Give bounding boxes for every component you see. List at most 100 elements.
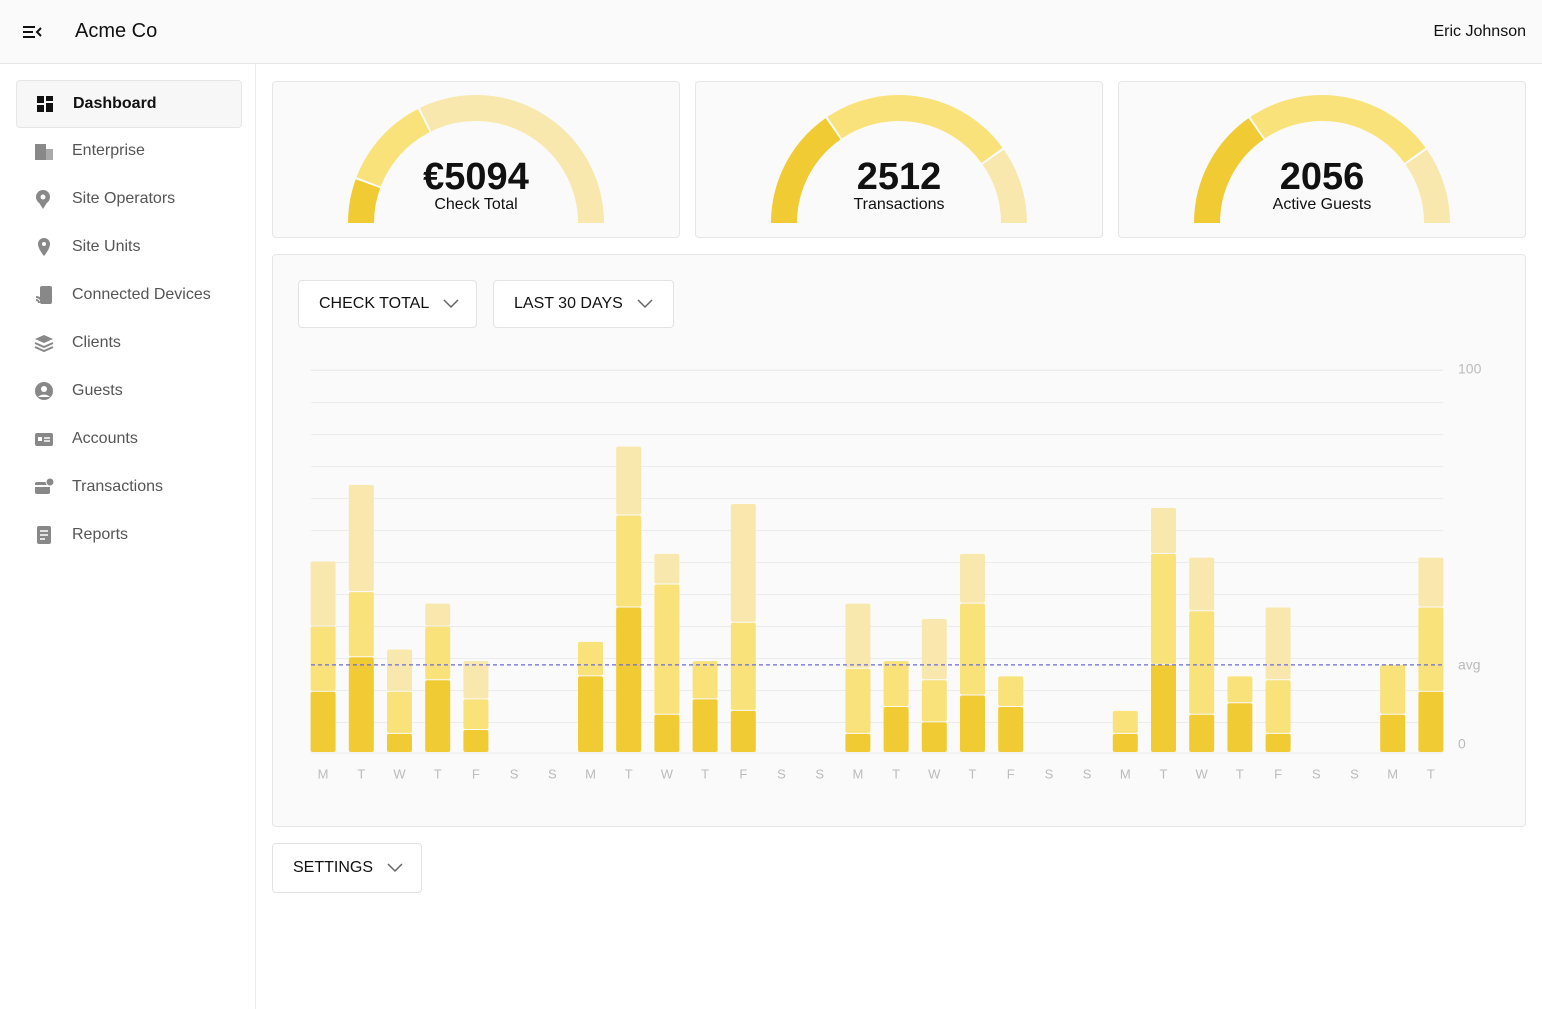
x-tick-label: S <box>1045 766 1054 781</box>
nav-item[interactable]: Site Operators <box>16 176 240 222</box>
bar-segment <box>463 699 489 730</box>
nav-item[interactable]: Enterprise <box>16 128 240 174</box>
bar-segment <box>1418 607 1444 691</box>
nav-item[interactable]: Reports <box>16 512 240 558</box>
nav-item[interactable]: Accounts <box>16 416 240 462</box>
nav-icon <box>37 526 51 544</box>
bar-segment <box>463 661 489 699</box>
nav-label: Enterprise <box>72 142 145 159</box>
chart-panel: CHECK TOTAL LAST 30 DAYS 0 100 M T W T F S S M T W T… <box>272 254 1526 827</box>
x-tick-label: M <box>318 766 329 781</box>
bar-segment <box>387 691 412 733</box>
bar-segment <box>1151 507 1176 553</box>
nav-icon <box>35 144 53 160</box>
bar-segment <box>348 484 374 592</box>
bar-segment <box>1380 664 1406 714</box>
kpi-card: 2056 Active Guests <box>1118 81 1526 238</box>
bar-segment <box>730 622 756 710</box>
bar-segment <box>1151 553 1176 664</box>
metric-dropdown[interactable]: CHECK TOTAL <box>298 280 477 328</box>
bar-segment <box>845 733 871 752</box>
range-dropdown[interactable]: LAST 30 DAYS <box>493 280 674 328</box>
bar-segment <box>1265 607 1291 680</box>
gauge <box>348 95 604 224</box>
gauge-segment <box>1250 95 1426 164</box>
x-tick-label: T <box>1160 766 1168 781</box>
bar-segment <box>425 626 451 680</box>
y-tick-label: 0 <box>1458 736 1466 752</box>
bar-segment <box>1265 733 1291 752</box>
x-tick-label: T <box>892 766 900 781</box>
nav-item[interactable]: Site Units <box>16 224 240 270</box>
nav-icon <box>35 477 54 494</box>
bar-segment <box>883 707 909 752</box>
x-tick-label: T <box>357 766 365 781</box>
nav-icon <box>38 238 50 256</box>
nav-label: Reports <box>72 526 129 543</box>
x-tick-label: S <box>548 766 557 781</box>
nav-label: Connected Devices <box>72 286 211 303</box>
kpi-card: 2512 Transactions <box>695 81 1103 238</box>
nav-item[interactable]: Transactions <box>16 464 240 510</box>
bar-segment <box>960 553 985 603</box>
kpi-value: €5094 <box>423 156 529 198</box>
avg-label: avg <box>1458 657 1481 673</box>
nav-label: Dashboard <box>73 95 157 112</box>
nav-item[interactable]: Dashboard <box>16 80 242 128</box>
bar-segment <box>616 515 642 607</box>
bar-segment <box>1227 676 1253 703</box>
gauge-segment <box>1194 118 1264 224</box>
bar-segment <box>960 603 985 695</box>
bar-segment <box>578 676 603 752</box>
nav-icon <box>36 190 50 209</box>
bar-segment <box>998 707 1024 752</box>
dropdown-label: SETTINGS <box>293 859 374 876</box>
x-tick-label: F <box>472 766 480 781</box>
x-tick-label: F <box>739 766 747 781</box>
bar-segment <box>387 733 412 752</box>
bar-segment <box>310 561 336 626</box>
y-tick-label: 100 <box>1458 361 1482 377</box>
menu-toggle[interactable] <box>22 24 42 40</box>
x-tick-label: T <box>969 766 977 781</box>
bar-segment <box>425 603 451 626</box>
x-tick-label: W <box>393 766 406 781</box>
nav-item[interactable]: Guests <box>16 368 240 414</box>
kpi-value: 2056 <box>1279 156 1365 198</box>
x-tick-label: T <box>625 766 633 781</box>
kpi-label: Active Guests <box>1272 196 1372 213</box>
gauge-segment <box>982 149 1027 224</box>
kpi-card: €5094 Check Total <box>272 81 680 238</box>
user-name[interactable]: Eric Johnson <box>1433 23 1527 40</box>
nav-item[interactable]: Clients <box>16 320 240 366</box>
nav-item[interactable]: Connected Devices <box>16 272 240 318</box>
x-tick-label: M <box>852 766 863 781</box>
bar-segment <box>1189 611 1215 714</box>
x-tick-label: T <box>701 766 709 781</box>
x-tick-label: T <box>1427 766 1435 781</box>
nav-label: Site Units <box>72 238 141 255</box>
bar-segment <box>692 699 718 752</box>
kpi-value: 2512 <box>856 156 942 198</box>
bar-segment <box>960 695 985 752</box>
gauge <box>771 95 1027 224</box>
bar-segment <box>1112 733 1138 752</box>
gauge <box>1194 95 1450 224</box>
bar-segment <box>463 730 489 752</box>
nav-label: Clients <box>72 334 121 351</box>
nav-label: Transactions <box>72 478 163 495</box>
x-tick-label: S <box>1312 766 1321 781</box>
bar-segment <box>348 657 374 752</box>
nav-icon <box>35 433 53 446</box>
x-tick-label: S <box>1350 766 1359 781</box>
bar-segment <box>921 680 947 722</box>
bar-segment <box>1265 680 1291 733</box>
bar-segment <box>654 714 680 752</box>
settings-dropdown[interactable]: SETTINGS <box>272 843 422 893</box>
nav-icon <box>37 96 53 112</box>
nav-label: Site Operators <box>72 190 176 207</box>
x-tick-label: F <box>1274 766 1282 781</box>
x-tick-label: S <box>1083 766 1092 781</box>
